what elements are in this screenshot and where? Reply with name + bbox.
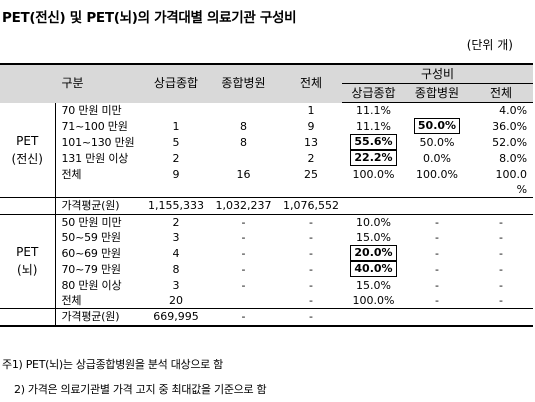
section-label: PET (뇌) [0,213,55,309]
header-group: 구분 [0,63,145,103]
unit-label: (단위 개) [466,38,513,52]
table-row: 101~130 만원 5 8 13 55.6% 50.0% 52.0% [0,134,533,151]
table-row: % [0,181,533,198]
row-label: 전체 [54,292,145,309]
highlight-box: 55.6% [350,134,397,151]
highlight-box: 40.0% [350,261,397,278]
row-label: 80 만원 이상 [54,277,145,293]
table-row: 131 만원 이상 2 2 22.2% 0.0% 8.0% [0,150,533,167]
table-row: 50~59 만원 3 - - 15.0% - - [0,229,533,246]
table-row: 전체 20 - 100.0% - - [0,292,533,309]
header-ratio-total: 전체 [469,83,534,103]
row-label: 131 만원 이상 [54,150,145,167]
row-label: 가격평균(원) [54,197,145,215]
header-ratio-tertiary: 상급종합 [342,83,405,103]
header-ratio-group: 구성비 [342,63,534,84]
table-row: PET (전신) 70 만원 미만 1 11.1% 4.0% [0,102,533,166]
section-label: PET (전신) [11,133,43,166]
table-title: PET(전신) 및 PET(뇌)의 가격대별 의료기관 구성비 [2,10,297,26]
table-row: PET (뇌) 50 만원 미만 2 - - 10.0% - - [0,213,534,309]
footnote-1: 주1) PET(뇌)는 상급종합병원을 분석 대상으로 함 [2,358,223,371]
header-tertiary: 상급종합 [145,63,207,103]
row-label: 101~130 만원 [54,134,145,151]
table-row: 70~79 만원 8 - - 40.0% - - [0,261,533,278]
row-label: 70~79 만원 [54,261,145,278]
row-label: 60~69 만원 [54,245,145,262]
table-row: 60~69 만원 4 - - 20.0% - - [0,245,533,262]
footnote-2: 2) 가격은 의료기관별 가격 고지 중 최대값을 기준으로 함 [14,383,267,396]
table-row: 71~100 만원 1 8 9 11.1% 50.0% 36.0% [0,118,533,135]
highlight-box: 20.0% [350,245,397,262]
row-label: 가격평균(원) [54,308,145,327]
header-general: 종합병원 [207,63,280,103]
highlight-box: 50.0% [413,118,461,135]
highlight-box: 22.2% [350,150,397,167]
row-label: 70 만원 미만 [54,102,145,119]
composition-table: 구분 상급종합 종합병원 전체 구성비 상급종합 종합병원 전체 PET (전신)… [0,63,534,327]
row-label: 50 만원 미만 [54,213,145,230]
row-label: 71~100 만원 [54,118,145,135]
header-total: 전체 [280,63,342,103]
row-label: 50~59 만원 [54,229,145,246]
average-row: 가격평균(원) 669,995 - - [0,308,534,327]
header-ratio-general: 종합병원 [405,83,469,103]
average-row: 가격평균(원) 1,155,333 1,032,237 1,076,552 [0,197,534,215]
row-label: 전체 [54,166,145,182]
table-row: 80 만원 이상 3 - - 15.0% - - [0,277,533,293]
table-row: 전체 9 16 25 100.0% 100.0% 100.0 [0,166,533,182]
